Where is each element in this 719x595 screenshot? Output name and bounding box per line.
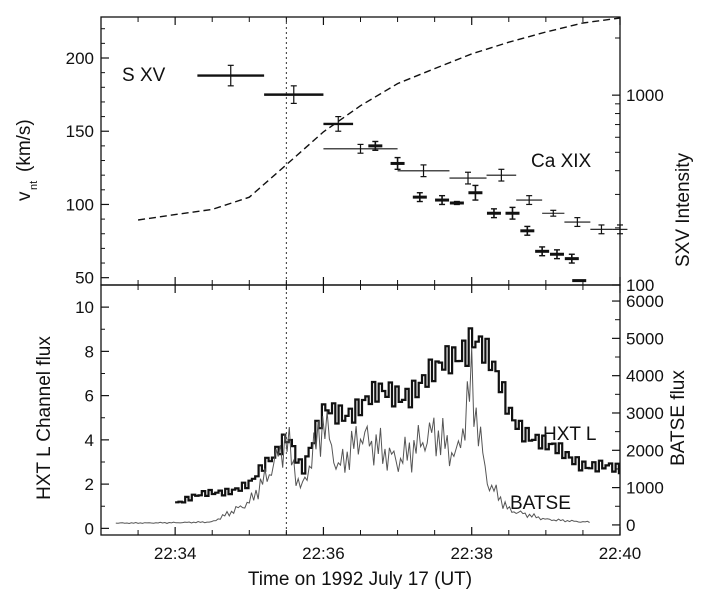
y-tick-label: 2: [85, 475, 94, 494]
top-ylabel-v: v: [14, 191, 35, 201]
y-tick-label: 50: [75, 269, 94, 288]
top-velocity-series: [197, 64, 628, 283]
x-tick-label: 22:40: [599, 544, 642, 563]
y2-tick-label: 1000: [626, 479, 664, 498]
y2-tick-label: 5000: [626, 329, 664, 348]
y-tick-label: 10: [75, 298, 94, 317]
y2-tick-label: 100: [626, 276, 654, 295]
sxv-intensity-dashed-line: [137, 17, 621, 221]
y-tick-label: 6: [85, 387, 94, 406]
y2-tick-label: 1000: [626, 86, 664, 105]
y2-tick-label: 2000: [626, 441, 664, 460]
y-tick-label: 200: [66, 49, 94, 68]
top-left-axis: 50 100 150 200: [66, 28, 109, 288]
label-caxix: Ca XIX: [531, 151, 592, 172]
bottom-left-axis: 0 2 4 6 8 10: [75, 298, 109, 538]
label-hxtl: HXT L: [543, 424, 597, 445]
label-sxv: S XV: [122, 65, 166, 86]
x-axis-label: Time on 1992 July 17 (UT): [248, 569, 472, 590]
hxtl-line: [175, 327, 620, 504]
top-ylabel-unit: (km/s): [14, 119, 35, 172]
bottom-y2label: BATSE flux: [668, 370, 689, 466]
batse-line: [115, 347, 590, 525]
y2-tick-label: 3000: [626, 404, 664, 423]
sxv-intensity-path: [137, 17, 621, 221]
y2-tick-label: 6000: [626, 292, 664, 311]
y-tick-label: 0: [85, 519, 94, 538]
x-tick-label: 22:34: [154, 544, 197, 563]
x-axis: 22:34 22:36 22:38 22:40: [137, 17, 642, 563]
y-tick-label: 100: [66, 195, 94, 214]
bottom-flux-series: [115, 327, 620, 525]
y-tick-label: 4: [85, 431, 94, 450]
bottom-ylabel: HXT L Channel flux: [34, 336, 55, 500]
top-y2label: SXV Intensity: [673, 152, 694, 267]
x-tick-label: 22:38: [450, 544, 493, 563]
y-tick-label: 150: [66, 122, 94, 141]
bottom-right-axis: 0 1000 2000 3000 4000 5000 6000: [612, 292, 664, 535]
x-tick-label: 22:36: [302, 544, 345, 563]
y2-tick-label: 0: [626, 516, 635, 535]
top-ylabel-sub: nt: [28, 181, 40, 190]
y2-tick-label: 4000: [626, 367, 664, 386]
y-tick-label: 8: [85, 342, 94, 361]
label-batse: BATSE: [510, 493, 571, 514]
top-right-axis: 100 1000: [612, 37, 664, 295]
